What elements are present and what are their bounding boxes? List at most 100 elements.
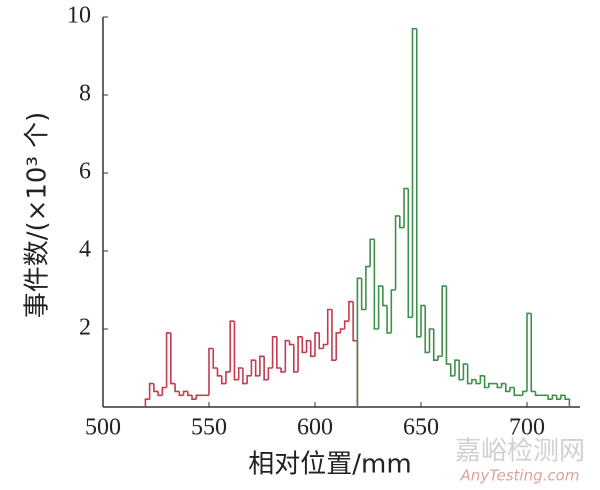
histogram-bin [513,387,519,397]
histogram-bin [415,28,421,338]
histogram-bin [424,305,430,354]
histogram-bin [284,339,290,372]
histogram-bin [293,344,299,373]
histogram-bin [322,343,328,349]
y-axis-label: 事件数/(×10³ 个) [23,112,53,319]
histogram-bin [560,394,566,400]
histogram-bin [280,368,286,373]
histogram-bin [225,371,231,384]
histogram-bin [187,391,193,397]
histogram-bin [462,363,468,380]
watermark-title: 嘉峪检测网 [455,437,585,467]
histogram-bin [216,368,222,377]
histogram-bin [161,386,167,396]
histogram-bin [505,383,511,393]
histogram-bin [386,305,392,334]
x-tick-label: 650 [403,415,439,441]
histogram-bin [220,375,226,385]
histogram-bin [509,386,515,392]
histogram-bin [454,359,460,376]
histogram-bin [144,398,150,407]
histogram-bin [267,367,273,380]
histogram-bin [276,336,282,369]
histogram-bin [437,355,443,361]
histogram-bin [343,320,349,329]
histogram-bin [428,328,434,353]
histogram-bin [356,277,362,407]
histogram-bin [411,27,417,318]
histogram-bin [335,332,341,361]
histogram-bin [326,308,332,345]
histogram-bin [165,332,171,388]
histogram-bin [373,239,379,330]
histogram-bin [233,321,239,381]
histogram-bin [348,300,354,322]
histogram-bin [271,336,277,368]
y-tick-label: 2 [79,315,91,341]
histogram-bin [449,364,455,377]
histogram-bin [301,336,307,354]
histogram-bin [534,391,540,397]
histogram-bin [174,383,180,393]
histogram-bin [153,383,159,393]
histogram-bin [530,313,536,393]
y-tick-label: 4 [79,237,91,263]
histogram-bin [250,359,256,376]
watermark-url: AnyTesting.com [460,467,580,485]
x-tick-label: 500 [85,415,121,441]
histogram-bin [157,391,163,397]
histogram-bin [399,215,405,229]
histogram-bin [242,368,248,385]
histogram-bin [237,367,243,380]
histogram-bin [483,375,489,389]
histogram-bin [259,355,265,376]
y-tick-label: 6 [79,159,91,185]
histogram-bin [297,336,303,372]
histogram-bin [263,356,269,381]
histogram-bin [466,364,472,385]
x-tick-label: 700 [509,415,545,441]
histogram-bin [547,395,553,400]
y-tick-label: 8 [79,81,91,107]
histogram-bin [458,360,464,381]
histogram-bin [377,285,383,329]
histogram-bin [403,187,409,228]
histogram-bin [305,339,311,353]
y-tick-label: 10 [67,3,91,29]
histogram-bin [365,265,371,310]
histogram-bin [212,348,218,369]
histogram-bin [564,395,571,407]
histogram-bin [390,289,396,333]
histogram-bin [479,375,485,384]
histogram-bin [420,304,426,337]
histogram-bin [369,238,375,267]
histogram-bin [288,340,294,346]
histogram-bin [496,383,502,389]
histogram-bin [555,395,561,400]
histogram-bin [441,285,447,357]
x-tick-label: 600 [297,415,333,441]
histogram-bin [208,347,214,396]
histogram-bin [521,390,527,396]
histogram-bin [148,382,154,400]
histogram-bin [246,375,252,384]
histogram-bin [182,390,188,396]
histogram-bin [314,332,320,357]
histogram-bin [229,320,235,372]
histogram-bin [475,379,481,385]
histogram-bin [382,286,388,307]
x-axis-label: 相对位置/mm [248,450,411,480]
histogram-bin [432,329,438,361]
histogram-bin [445,286,451,365]
histogram-bin [339,328,345,333]
histogram-bin [254,360,260,377]
histogram-bin [360,278,366,311]
histogram-bin [331,309,337,361]
histogram-bin [471,378,477,384]
histogram-bin [394,215,400,290]
histogram-bin [170,332,176,385]
x-tick-label: 550 [191,415,227,441]
histogram-bin [407,188,413,319]
histogram-bin [488,382,494,388]
